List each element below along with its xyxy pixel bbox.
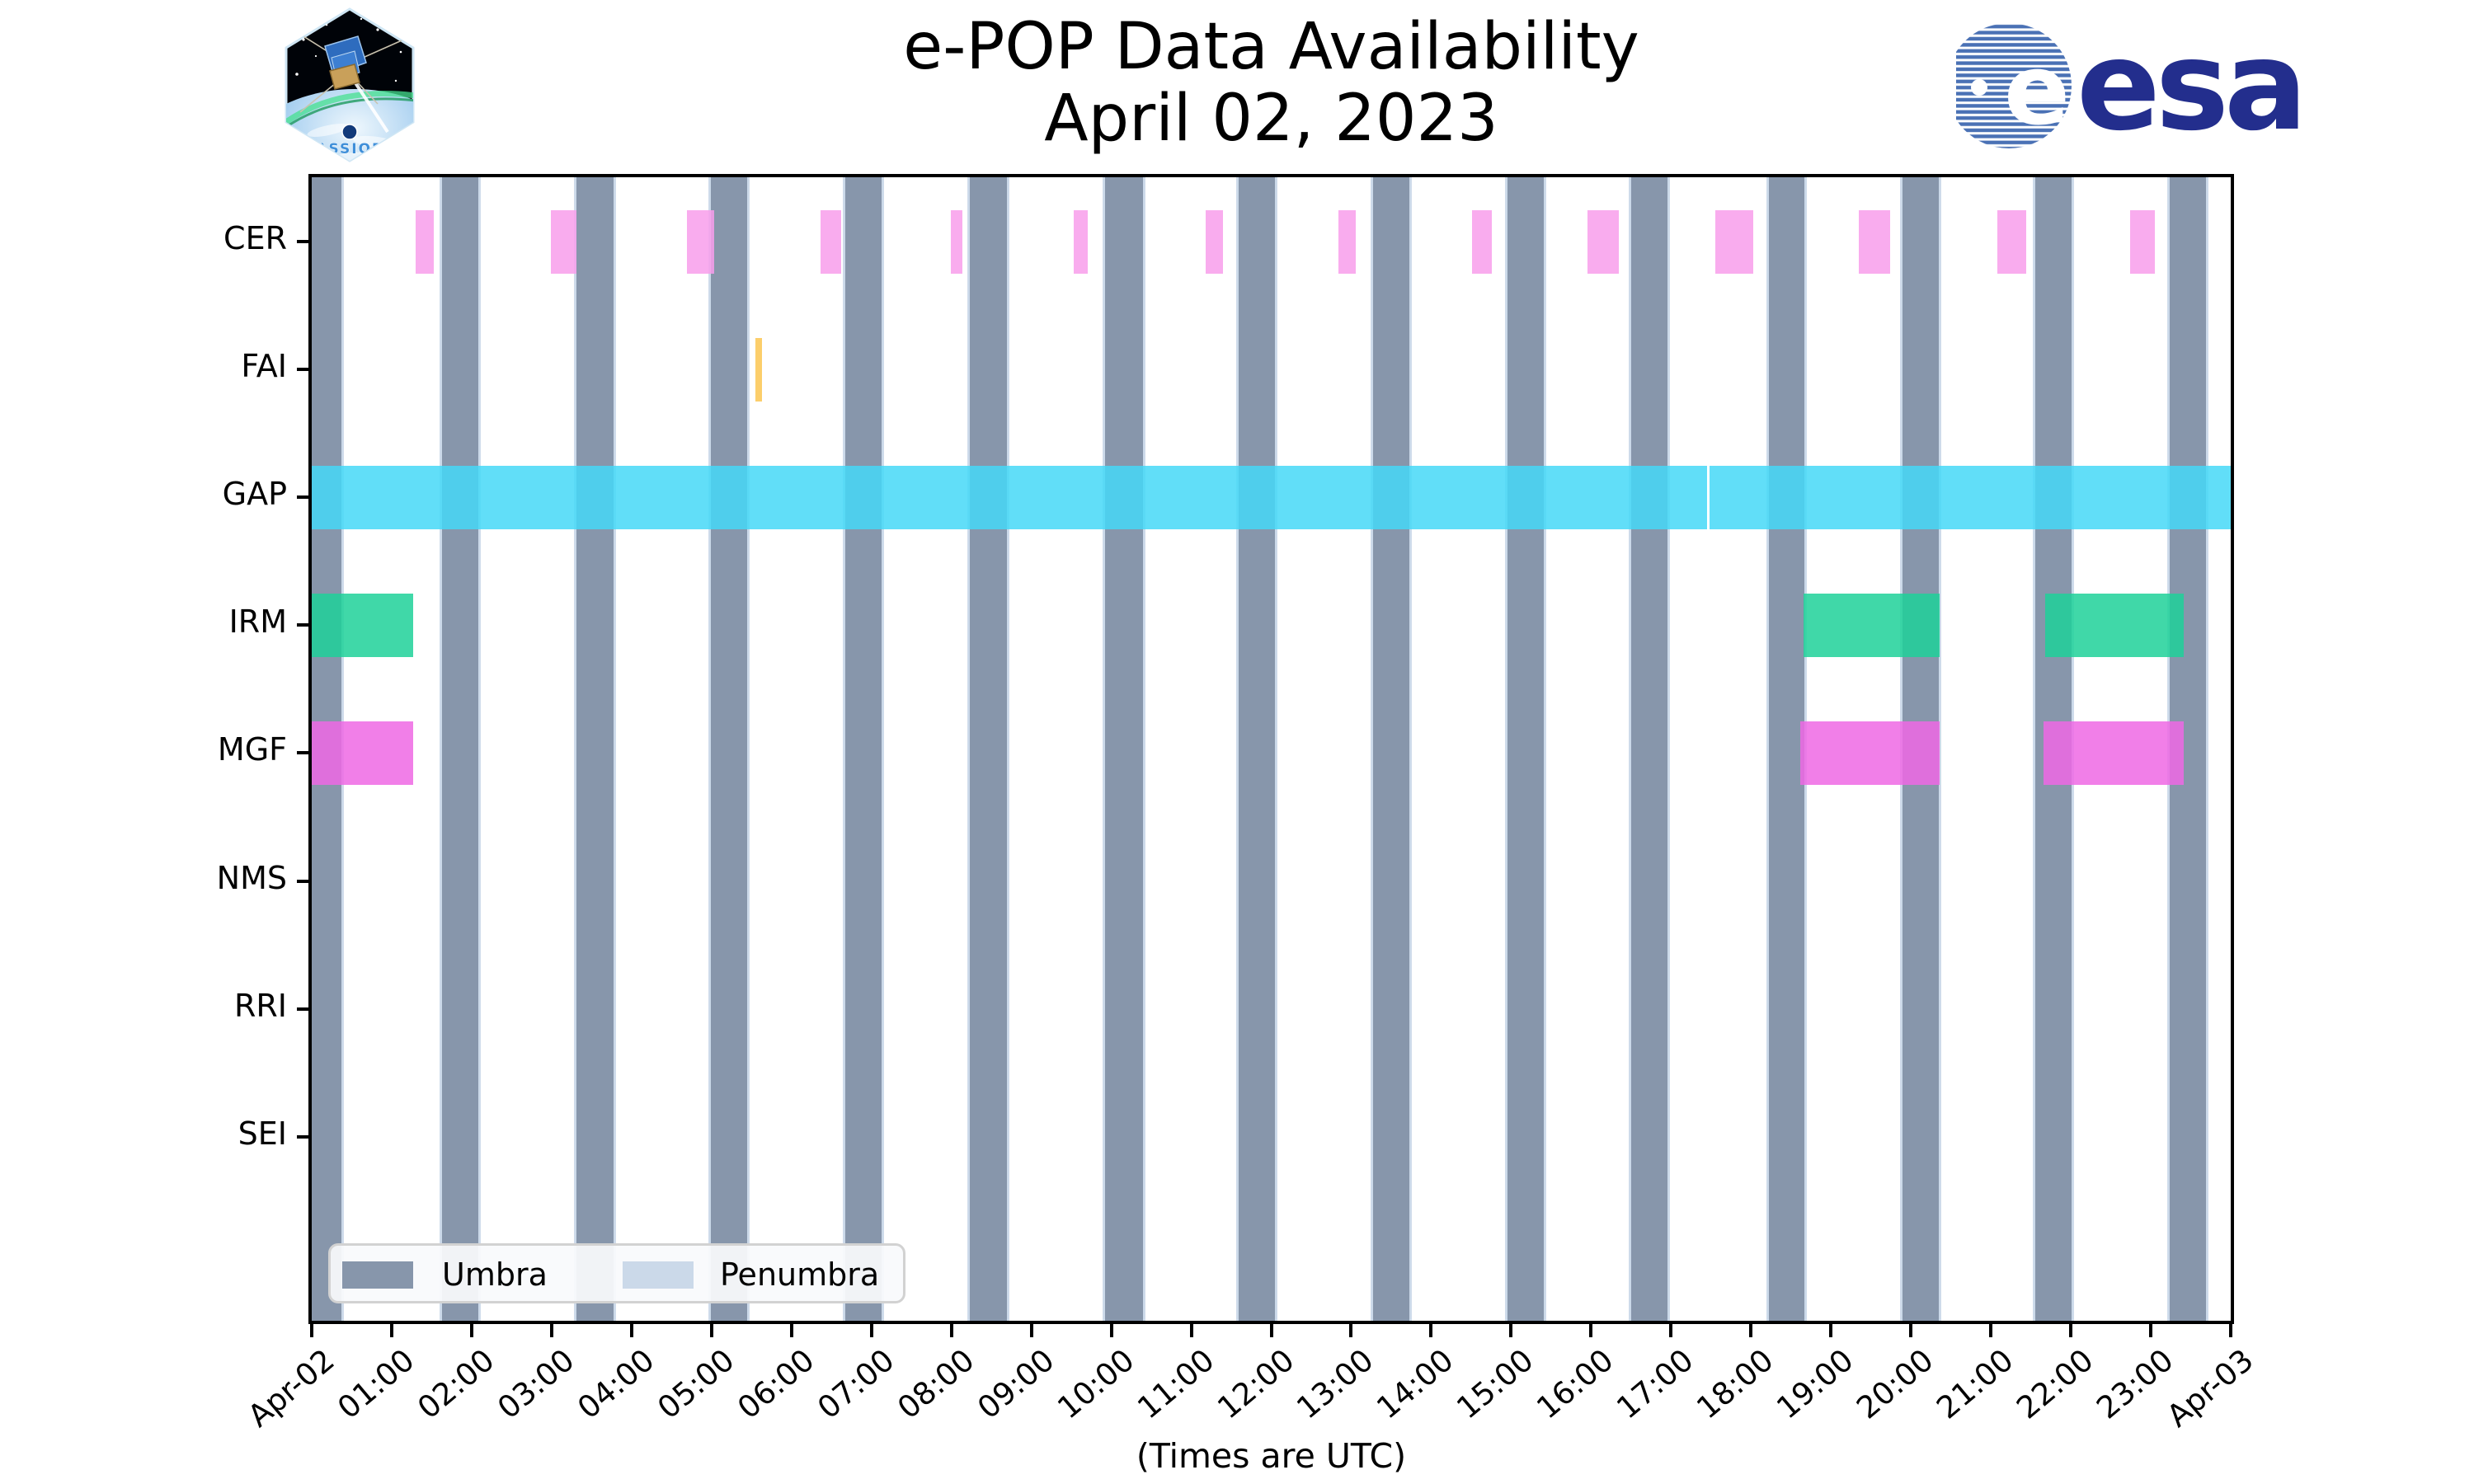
chart-title: e-POP Data Availability <box>903 10 1639 84</box>
x-tick-mark <box>1109 1324 1113 1337</box>
umbra-shading-bar <box>969 177 1007 1321</box>
y-tick-label-mgf: MGF <box>217 731 287 768</box>
x-tick-mark <box>1589 1324 1593 1337</box>
esa-logo: e esa <box>1956 15 2307 158</box>
y-tick-label-nms: NMS <box>216 859 287 896</box>
legend: Umbra Penumbra <box>328 1243 905 1303</box>
umbra-shading-bar <box>844 177 882 1321</box>
cer-availability-bar <box>1338 209 1357 274</box>
y-tick-label-sei: SEI <box>238 1115 287 1152</box>
mgf-availability-bar <box>2044 721 2184 785</box>
irm-availability-bar <box>2045 593 2184 657</box>
x-tick-mark <box>789 1324 793 1337</box>
patch-aurora <box>286 91 413 126</box>
umbra-shading-bar <box>442 177 478 1321</box>
legend-penumbra-swatch <box>623 1261 694 1289</box>
umbra-shading-bar <box>1372 177 1410 1321</box>
x-tick-mark <box>1909 1324 1913 1337</box>
cer-availability-bar <box>1997 209 2026 274</box>
cer-availability-bar <box>820 209 841 274</box>
y-tick-mark <box>297 623 308 627</box>
y-tick-mark <box>297 495 308 500</box>
esa-ball-e: e <box>2004 33 2070 147</box>
x-tick-mark <box>2069 1324 2073 1337</box>
cer-availability-bar <box>550 209 576 274</box>
cer-availability-bar <box>1587 209 1620 274</box>
y-tick-mark <box>297 751 308 755</box>
x-tick-mark <box>2229 1324 2232 1337</box>
patch-crest-icon <box>341 124 358 140</box>
plot-area <box>308 174 2234 1324</box>
x-tick-mark <box>1349 1324 1353 1337</box>
mgf-availability-bar <box>1800 721 1940 785</box>
x-tick-mark <box>389 1324 393 1337</box>
x-tick-mark <box>869 1324 873 1337</box>
x-axis-label: (Times are UTC) <box>1136 1436 1407 1476</box>
cer-availability-bar <box>1859 209 1890 274</box>
x-tick-mark <box>1989 1324 1993 1337</box>
y-tick-mark <box>297 1134 308 1139</box>
x-tick-mark <box>629 1324 633 1337</box>
patch-stars <box>295 17 402 82</box>
cassiope-mission-patch: CASSIOPE <box>285 7 415 162</box>
irm-availability-bar <box>312 593 414 657</box>
irm-availability-bar <box>1804 593 1940 657</box>
cer-availability-bar <box>686 209 714 274</box>
chart-subtitle: April 02, 2023 <box>1044 82 1498 157</box>
esa-ball-dot <box>1971 79 1987 96</box>
y-tick-label-irm: IRM <box>228 603 287 641</box>
x-tick-mark <box>949 1324 953 1337</box>
x-tick-mark <box>310 1324 313 1337</box>
y-tick-mark <box>297 879 308 883</box>
umbra-shading-bar <box>710 177 748 1321</box>
x-tick-mark <box>1269 1324 1273 1337</box>
cer-availability-bar <box>2129 209 2155 274</box>
umbra-shading-bar <box>1104 177 1144 1321</box>
gap-availability-bar <box>1709 465 2231 529</box>
legend-umbra-swatch <box>342 1261 413 1289</box>
esa-wordmark: esa <box>2077 15 2302 158</box>
cer-availability-bar <box>950 209 963 274</box>
umbra-shading-bar <box>1238 177 1276 1321</box>
x-tick-mark <box>1429 1324 1433 1337</box>
umbra-shading-bar <box>1768 177 1805 1321</box>
x-tick-mark <box>709 1324 713 1337</box>
cer-availability-bar <box>1714 209 1754 274</box>
y-tick-mark <box>297 240 308 243</box>
gap-availability-bar <box>312 465 1707 529</box>
cer-availability-bar <box>416 209 435 274</box>
y-tick-label-rri: RRI <box>233 987 287 1024</box>
cer-availability-bar <box>1074 209 1089 274</box>
y-tick-label-cer: CER <box>223 220 287 256</box>
umbra-shading-bar <box>576 177 614 1321</box>
x-tick-mark <box>1669 1324 1673 1337</box>
y-tick-label-gap: GAP <box>222 476 287 513</box>
x-tick-mark <box>549 1324 553 1337</box>
x-tick-mark <box>2149 1324 2153 1337</box>
legend-penumbra-label: Penumbra <box>720 1256 880 1293</box>
legend-umbra-label: Umbra <box>442 1256 548 1293</box>
cer-availability-bar <box>1471 209 1493 274</box>
cer-availability-bar <box>1205 209 1224 274</box>
x-tick-mark <box>469 1324 473 1337</box>
fai-availability-bar <box>755 337 762 402</box>
umbra-shading-bar <box>1630 177 1668 1321</box>
esa-ball-icon <box>1956 23 2072 148</box>
y-tick-mark <box>297 1007 308 1011</box>
x-tick-mark <box>1749 1324 1753 1337</box>
x-tick-mark <box>1189 1324 1193 1337</box>
x-tick-mark <box>1029 1324 1033 1337</box>
y-tick-label-fai: FAI <box>241 348 287 385</box>
patch-aurora-inner <box>286 97 413 130</box>
mgf-availability-bar <box>312 721 414 785</box>
x-tick-mark <box>1509 1324 1513 1337</box>
x-tick-mark <box>1829 1324 1833 1337</box>
chart-title-block: e-POP Data Availability April 02, 2023 <box>312 10 2231 157</box>
y-tick-mark <box>297 368 308 372</box>
umbra-shading-bar <box>1507 177 1545 1321</box>
